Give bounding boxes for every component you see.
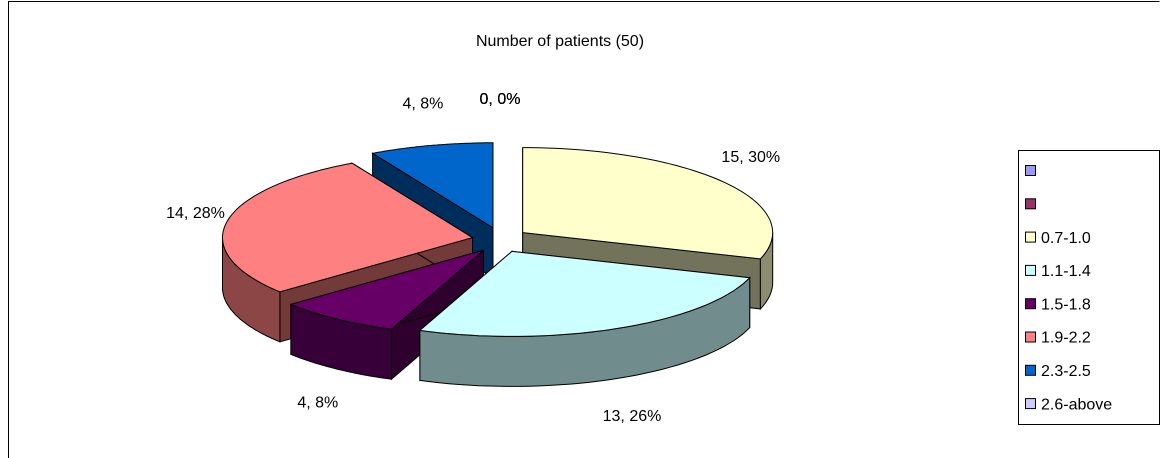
pie-slice: [289, 249, 484, 381]
legend-swatch: [1025, 364, 1036, 376]
legend-box: [1018, 150, 1160, 425]
chart-title: Number of patients (50): [476, 33, 644, 50]
slice-top: [289, 249, 484, 330]
data-label: 0, 0%: [480, 91, 521, 108]
legend-swatch: [1025, 298, 1036, 310]
legend-label: 1.5-1.8: [1041, 296, 1091, 313]
slice-top: [371, 142, 494, 229]
legend-swatch: [1025, 198, 1036, 210]
data-label: 4, 8%: [402, 96, 443, 113]
data-label: 13, 26%: [603, 408, 662, 425]
data-label: 15, 30%: [721, 149, 780, 166]
data-label: 0, 0%: [480, 91, 521, 108]
data-label: 4, 8%: [297, 394, 338, 411]
legend-swatch: [1025, 398, 1036, 410]
data-label: 0, 0%: [480, 91, 521, 108]
data-label: 14, 28%: [166, 205, 225, 222]
slice-top: [222, 162, 474, 293]
legend-label: 1.1-1.4: [1041, 263, 1091, 280]
slice-top: [418, 250, 751, 337]
legend-label: 1.9-2.2: [1041, 330, 1091, 347]
legend-label: 2.6-above: [1041, 396, 1112, 413]
pie-slice: [418, 250, 751, 387]
legend-swatch: [1025, 165, 1036, 176]
chart-frame: [8, 1, 1160, 458]
legend-label: 2.3-2.5: [1041, 363, 1091, 380]
legend-swatch: [1025, 231, 1036, 243]
pie-slice: [522, 147, 774, 311]
slice-top: [522, 147, 774, 260]
legend-swatch: [1025, 331, 1036, 343]
legend-label: 0.7-1.0: [1041, 230, 1091, 247]
legend-swatch: [1025, 264, 1036, 276]
